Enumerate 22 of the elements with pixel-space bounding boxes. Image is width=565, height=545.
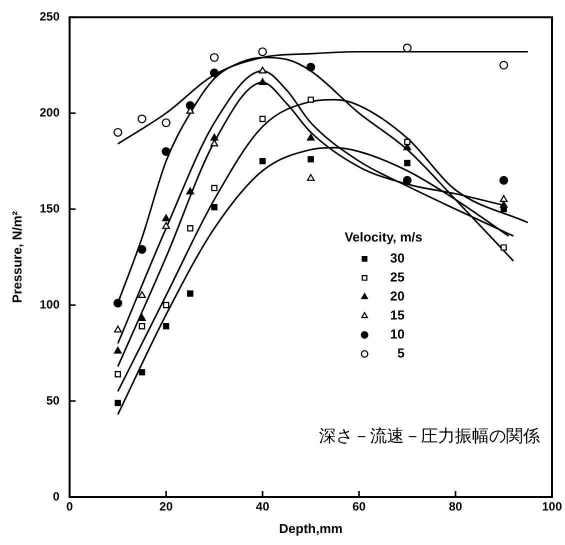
y-tick-label: 0 [52, 489, 60, 504]
x-tick-label: 80 [448, 500, 463, 514]
annotation: 深さ－流速－圧力振幅の関係 [318, 426, 540, 446]
x-axis-title: Depth,mm [279, 520, 343, 536]
legend-title: Velocity, m/s [344, 229, 422, 244]
x-tick-label: 0 [66, 500, 74, 514]
x-tick-label: 20 [159, 500, 174, 514]
y-tick-label: 100 [40, 297, 60, 312]
y-tick-label: 150 [40, 201, 60, 216]
legend-label: 20 [390, 288, 405, 304]
x-tick-label: 60 [352, 500, 366, 514]
y-axis-title: Pressure, N/m² [9, 210, 24, 303]
x-tick-label: 100 [542, 500, 562, 514]
y-tick-label: 200 [40, 105, 60, 120]
legend-label: 15 [390, 307, 405, 322]
legend-label: 5 [397, 345, 405, 360]
y-tick-label: 250 [40, 10, 60, 24]
legend-label: 25 [390, 269, 405, 284]
x-tick-label: 40 [256, 500, 270, 514]
y-tick-label: 50 [46, 393, 60, 408]
legend-label: 10 [390, 326, 405, 342]
legend-label: 30 [390, 250, 405, 266]
